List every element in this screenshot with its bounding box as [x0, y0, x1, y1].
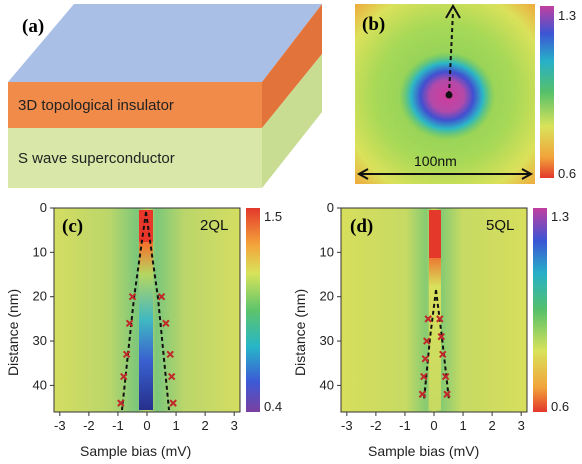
peak-marker: [122, 350, 131, 359]
peak-marker: [166, 350, 174, 359]
peak-marker: [439, 350, 447, 359]
peak-trace-right-d: [435, 289, 450, 401]
y-tick-label: 30: [320, 333, 334, 348]
panel-d-xlabel: Sample bias (mV): [368, 443, 479, 459]
colorbar-c-min: 0.4: [264, 399, 282, 414]
y-tick-label: 30: [33, 333, 47, 348]
x-tick-label: 0: [143, 418, 150, 433]
x-tick-label: -3: [341, 418, 353, 433]
y-tick-label: 0: [327, 200, 334, 215]
x-tick-label: 2: [202, 418, 209, 433]
y-tick-label: 10: [320, 244, 334, 259]
peak-marker: [441, 372, 450, 381]
x-tick-label: -1: [399, 418, 411, 433]
peak-marker: [424, 315, 432, 323]
panel-b-label: (b): [362, 14, 385, 35]
ti-front-face: [8, 82, 262, 128]
peak-marker: [125, 319, 134, 328]
ti-side-face: [262, 4, 322, 128]
heatmap-c-gap-stem: [139, 210, 153, 410]
y-tick-label: 40: [320, 377, 334, 392]
peak-trace-left-d: [423, 289, 437, 401]
peak-marker: [423, 337, 431, 345]
peak-marker: [418, 390, 427, 398]
panel-c-thickness: 2QL: [200, 217, 228, 234]
colorbar-b: [540, 6, 554, 178]
panel-d-label: (d): [350, 216, 373, 237]
x-tick-label: 0: [430, 418, 437, 433]
heatmap-d-gap-stem: [429, 210, 441, 410]
y-tick-label: 0: [40, 200, 47, 215]
peak-marker: [169, 399, 177, 407]
scale-bar-right-arrow-icon: [521, 168, 534, 180]
x-tick-label: -1: [112, 418, 124, 433]
profile-arrow-icon: [445, 4, 461, 19]
x-tick-label: -3: [54, 418, 66, 433]
colorbar-c: [246, 208, 260, 412]
vortex-center-dot: [445, 91, 453, 99]
peak-marker: [437, 332, 445, 341]
panel-c-ylabel: Distance (nm): [5, 289, 21, 376]
x-tick-label: -2: [83, 418, 95, 433]
peak-marker: [436, 315, 444, 323]
colorbar-b-min: 0.6: [558, 166, 576, 181]
peak-markers-c: [117, 292, 177, 407]
y-tick-label: 20: [33, 289, 47, 304]
x-tick-label: 2: [489, 418, 496, 433]
panel-c-label: (c): [62, 216, 83, 237]
colorbar-d-max: 1.3: [551, 209, 569, 224]
sc-side-face: [262, 54, 322, 188]
scale-bar-label: 100nm: [414, 153, 457, 169]
peak-marker: [117, 399, 125, 407]
colorbar-c-max: 1.5: [264, 209, 282, 224]
y-tick-label: 40: [33, 377, 47, 392]
peak-marker: [443, 390, 451, 398]
peak-marker: [162, 319, 170, 328]
peak-marker: [120, 372, 128, 381]
y-tick-label: 20: [320, 289, 334, 304]
panel-a-label: (a): [22, 16, 44, 37]
scale-bar-left-arrow-icon: [356, 168, 369, 180]
heatmap-d-core-top: [429, 210, 441, 258]
peak-markers-d: [418, 315, 451, 398]
colorbar-d-min: 0.6: [551, 399, 569, 414]
colorbar-b-max: 1.3: [558, 8, 576, 23]
panel-d-thickness: 5QL: [486, 217, 514, 234]
peak-marker: [157, 292, 166, 301]
ti-layer-label: 3D topological insulator: [18, 97, 174, 114]
colorbar-d: [533, 208, 547, 412]
panel-d-ylabel: Distance (nm): [292, 289, 308, 376]
x-tick-label: 3: [518, 418, 525, 433]
peak-marker: [421, 355, 429, 363]
slab-top-face: [8, 4, 322, 82]
sc-layer-label: S wave superconductor: [18, 150, 175, 167]
x-tick-label: 1: [172, 418, 179, 433]
panel-b: 100nm (b) 1.3 0.6: [355, 4, 576, 184]
x-tick-label: 3: [231, 418, 238, 433]
x-tick-label: -2: [370, 418, 382, 433]
peak-marker: [167, 372, 176, 381]
peak-marker: [420, 372, 428, 381]
peak-trace-right-c: [145, 211, 170, 411]
y-tick-label: 10: [33, 244, 47, 259]
panel-c-xlabel: Sample bias (mV): [80, 443, 191, 459]
panel-a: (a) 3D topological insulator S wave supe…: [8, 4, 322, 188]
x-tick-label: 1: [459, 418, 466, 433]
sc-front-face: [8, 128, 262, 188]
peak-marker: [128, 292, 137, 301]
